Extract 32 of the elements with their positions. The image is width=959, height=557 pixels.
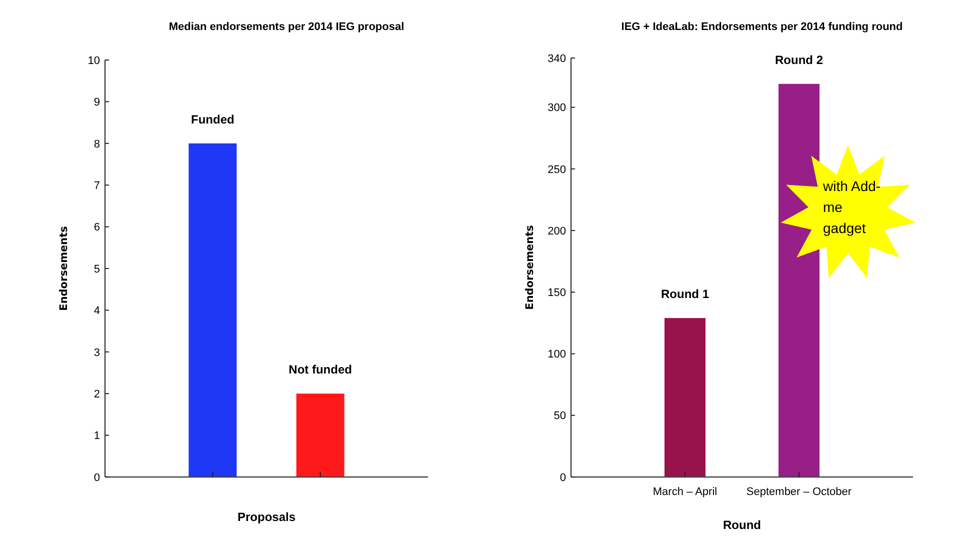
- y-tick-label: 4: [94, 305, 100, 318]
- x-tick-label: March – April: [652, 486, 718, 498]
- y-tick-label: 3: [94, 346, 100, 359]
- y-tick-label: 10: [88, 54, 100, 67]
- y-tick-label: 50: [554, 410, 566, 422]
- y-tick-label: 0: [560, 472, 566, 484]
- y-axis-title: Endorsements: [524, 225, 536, 310]
- y-tick-label: 2: [94, 388, 100, 400]
- x-axis-title: Round: [723, 518, 761, 532]
- y-tick-label: 9: [94, 96, 100, 109]
- series-label: Round 2: [775, 52, 824, 67]
- y-tick-label: 340: [548, 52, 566, 65]
- y-tick-label: 6: [94, 222, 100, 234]
- y-tick-label: 300: [548, 102, 566, 114]
- y-tick-label: 100: [548, 348, 566, 361]
- chart-title: Median endorsements per 2014 IEG proposal: [168, 21, 404, 33]
- annotation: with Add-me gadget: [822, 178, 881, 236]
- series-label: Not funded: [288, 362, 352, 377]
- series-label: Funded: [191, 112, 234, 126]
- y-tick-label: 150: [548, 286, 566, 299]
- y-tick-label: 250: [548, 164, 566, 176]
- y-tick-label: 8: [94, 138, 100, 150]
- series-label: Round 1: [661, 287, 710, 302]
- y-tick-label: 5: [94, 263, 100, 276]
- y-tick-label: 200: [548, 225, 566, 238]
- y-tick-label: 7: [94, 180, 100, 192]
- x-tick-label: September – October: [746, 486, 852, 498]
- chart-title: IEG + IdeaLab: Endorsements per 2014 funding round: [621, 21, 903, 33]
- y-tick-label: 0: [94, 472, 100, 484]
- x-axis-title: Proposals: [237, 510, 296, 524]
- y-tick-label: 1: [94, 430, 100, 442]
- y-axis-title: Endorsements: [58, 226, 70, 311]
